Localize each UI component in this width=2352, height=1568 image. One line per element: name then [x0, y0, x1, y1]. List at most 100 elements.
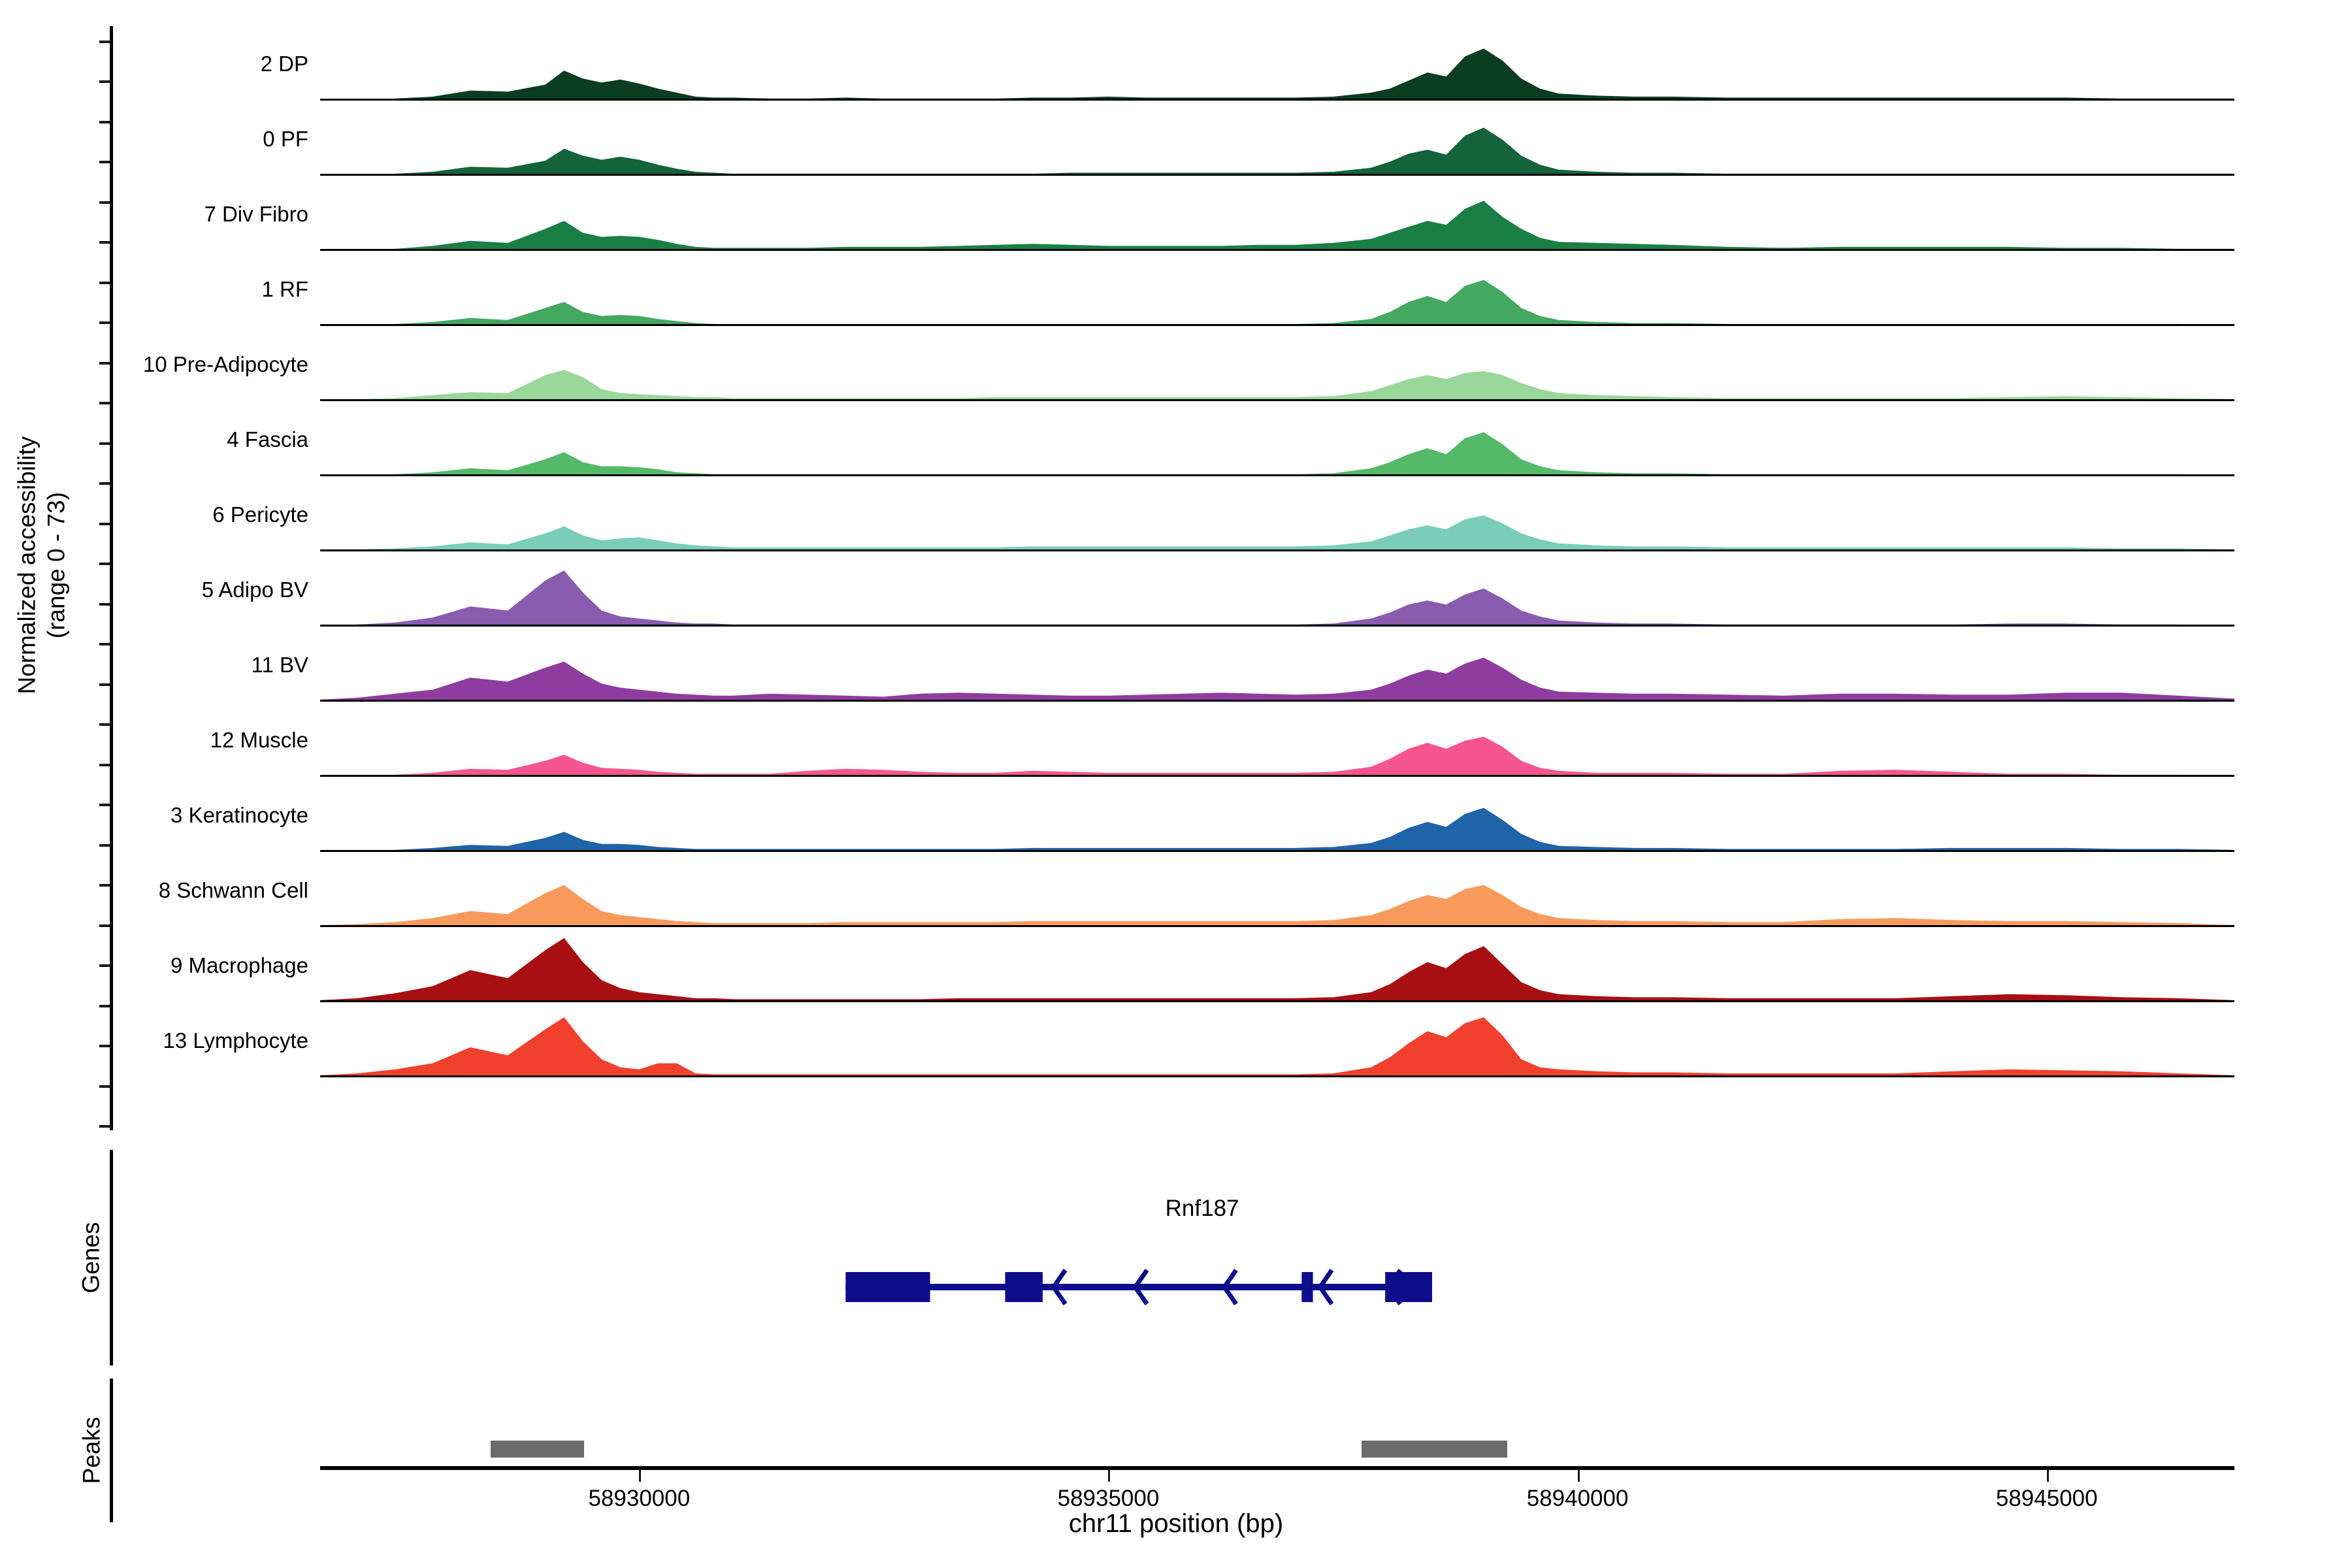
- track-label-5-adipo-bv: 5 Adipo BV: [201, 578, 308, 602]
- track-label-12-muscle: 12 Muscle: [210, 728, 308, 752]
- y-axis-label-line2: (range 0 - 73): [42, 491, 70, 639]
- x-axis-tick-label: 58930000: [588, 1486, 691, 1511]
- peaks-track: [320, 1379, 2234, 1522]
- coverage-axis-tick: [99, 723, 110, 727]
- coverage-area: [320, 201, 2234, 251]
- coverage-axis-tick: [99, 402, 110, 405]
- coverage-track-row: 9 Macrophage: [171, 929, 2234, 1002]
- coverage-area: [320, 736, 2234, 777]
- track-plot: [320, 253, 2234, 326]
- track-label-10-pre-adipocyte: 10 Pre-Adipocyte: [142, 352, 308, 376]
- track-label-11-bv: 11 BV: [251, 653, 308, 677]
- coverage-track-row: 11 BV: [252, 629, 2234, 702]
- track-label-6-pericyte: 6 Pericyte: [212, 502, 308, 527]
- coverage-axis-tick: [99, 1004, 110, 1007]
- coverage-axis-tick: [99, 1085, 110, 1088]
- y-axis-label: Normalized accessibility (range 0 - 73): [12, 436, 71, 694]
- coverage-area: [320, 570, 2234, 627]
- gene-name-label: Rnf187: [1165, 1196, 1239, 1221]
- coverage-axis-tick: [99, 884, 110, 887]
- genes-axis-spine: [110, 1150, 113, 1365]
- gene-strand-arrow-icon: [1051, 1269, 1068, 1305]
- coverage-area: [320, 808, 2234, 852]
- track-label-3-keratinocyte: 3 Keratinocyte: [171, 803, 308, 827]
- coverage-track-row: 6 Pericyte: [212, 478, 2234, 551]
- track-baseline: [320, 850, 2234, 852]
- track-baseline: [320, 775, 2234, 777]
- coverage-track-row: 2 DP: [261, 27, 2234, 101]
- coverage-axis-tick: [99, 804, 110, 807]
- track-baseline: [320, 700, 2234, 702]
- coverage-axis-tick: [99, 41, 110, 43]
- coverage-axis-tick: [99, 602, 110, 606]
- track-plot: [320, 1004, 2234, 1077]
- track-label-2-dp: 2 DP: [260, 52, 308, 76]
- coverage-axis-tick: [99, 161, 110, 164]
- coverage-axis-tick: [99, 1125, 110, 1128]
- peaks-section-label: Peaks: [78, 1416, 105, 1484]
- coverage-axis-tick: [99, 241, 110, 244]
- x-axis-tick-label: 58940000: [1526, 1486, 1629, 1511]
- coverage-area: [320, 48, 2234, 101]
- track-baseline: [320, 174, 2234, 176]
- track-baseline: [320, 1075, 2234, 1077]
- track-plot: [320, 854, 2234, 927]
- coverage-area: [320, 885, 2234, 927]
- track-plot: [320, 478, 2234, 551]
- coverage-track-row: 13 Lymphocyte: [163, 1004, 2234, 1077]
- track-baseline: [320, 474, 2234, 476]
- track-plot: [320, 929, 2234, 1002]
- coverage-track-row: 1 RF: [261, 253, 2234, 326]
- track-baseline: [320, 249, 2234, 251]
- coverage-axis-tick: [99, 361, 110, 365]
- genes-section-label: Genes: [77, 1222, 105, 1294]
- y-axis-label-line1: Normalized accessibility: [12, 436, 40, 694]
- x-axis-tick: [1108, 1470, 1111, 1482]
- gene-strand-arrow-icon: [1221, 1269, 1238, 1305]
- coverage-track-row: 12 Muscle: [210, 704, 2234, 777]
- coverage-area: [320, 280, 2234, 326]
- coverage-area: [320, 127, 2234, 176]
- peaks-axis-spine: [110, 1379, 113, 1522]
- coverage-axis-tick: [99, 120, 110, 123]
- coverage-axis-spine: [110, 26, 113, 1130]
- track-label-1-rf: 1 RF: [261, 277, 308, 301]
- coverage-track-row: 5 Adipo BV: [202, 553, 2234, 627]
- coverage-area: [320, 515, 2234, 551]
- coverage-axis-tick: [99, 281, 110, 284]
- x-axis-tick: [639, 1470, 642, 1482]
- x-axis-tick: [2046, 1470, 2049, 1482]
- gene-strand-arrow-icon: [1386, 1269, 1403, 1305]
- coverage-track-row: 3 Keratinocyte: [171, 779, 2234, 852]
- coverage-axis-tick: [99, 643, 110, 646]
- coverage-axis-tick: [99, 321, 110, 325]
- track-plot: [320, 103, 2234, 176]
- x-axis-tick: [1577, 1470, 1580, 1482]
- track-plot: [320, 328, 2234, 401]
- gene-exon: [1385, 1272, 1432, 1302]
- y-axis-label-wrap: Normalized accessibility (range 0 - 73): [12, 0, 71, 1130]
- coverage-axis-tick: [99, 1045, 110, 1048]
- track-baseline: [320, 1000, 2234, 1002]
- coverage-axis-tick: [99, 563, 110, 566]
- coverage-track-row: 10 Pre-Adipocyte: [143, 328, 2234, 401]
- track-plot: [320, 178, 2234, 251]
- coverage-area: [320, 432, 2234, 476]
- gene-strand-arrow-icon: [1317, 1269, 1334, 1305]
- x-axis-line: [320, 1466, 2234, 1470]
- coverage-axis-tick: [99, 522, 110, 525]
- coverage-area: [320, 938, 2234, 1002]
- gene-exon: [1005, 1272, 1043, 1302]
- coverage-axis-tick: [99, 482, 110, 485]
- coverage-axis-tick: [99, 763, 110, 766]
- coverage-track-row: 8 Schwann Cell: [159, 854, 2234, 927]
- x-axis-tick-label: 58935000: [1057, 1486, 1160, 1511]
- coverage-area: [320, 657, 2234, 702]
- track-baseline: [320, 324, 2234, 326]
- x-axis-tick-label: 58945000: [1995, 1486, 2098, 1511]
- track-label-0-pf: 0 PF: [263, 127, 308, 151]
- coverage-area: [320, 370, 2234, 401]
- track-plot: [320, 403, 2234, 476]
- gene-exon: [1301, 1272, 1313, 1302]
- coverage-axis-tick: [99, 924, 110, 927]
